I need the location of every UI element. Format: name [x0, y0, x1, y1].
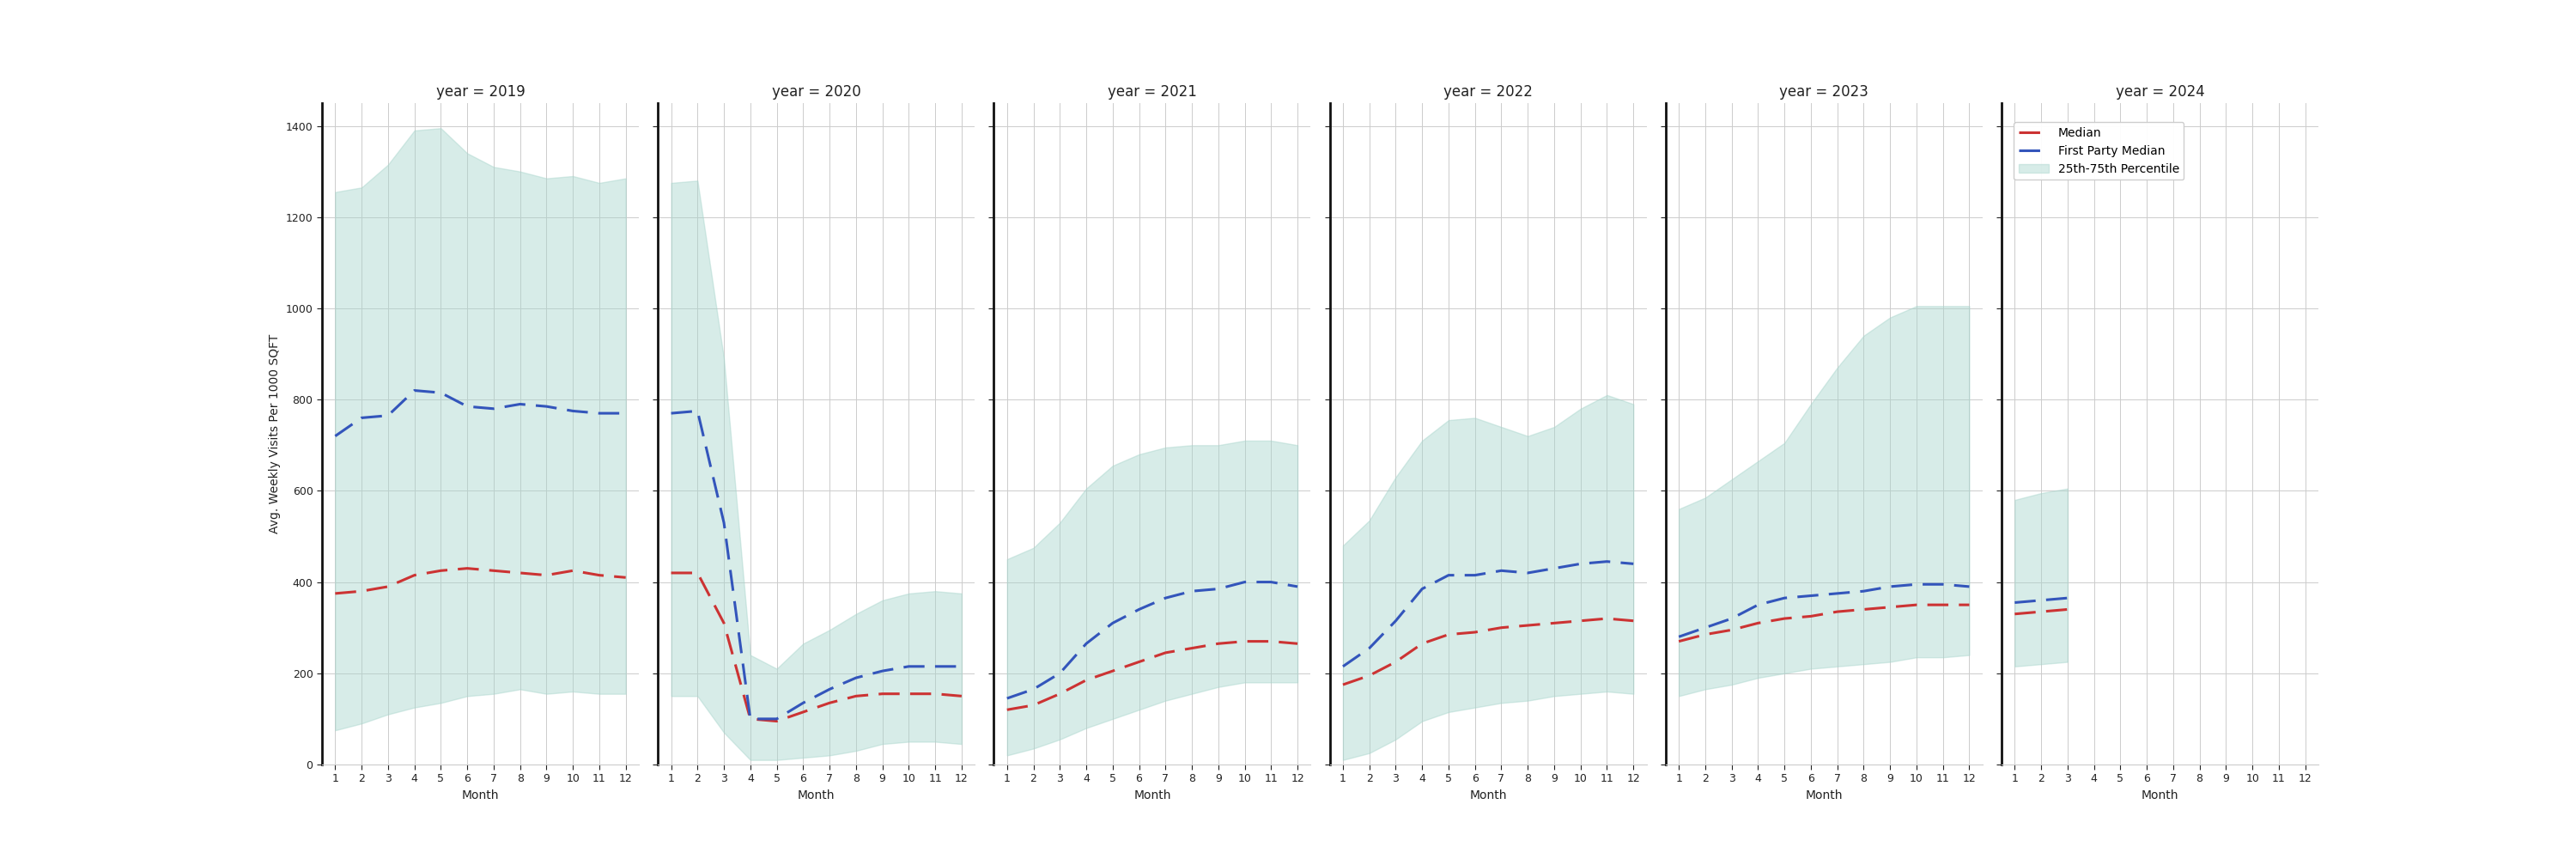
Title: year = 2019: year = 2019	[435, 84, 526, 100]
Title: year = 2021: year = 2021	[1108, 84, 1198, 100]
Title: year = 2022: year = 2022	[1443, 84, 1533, 100]
Title: year = 2020: year = 2020	[773, 84, 860, 100]
X-axis label: Month: Month	[461, 789, 500, 801]
X-axis label: Month: Month	[2141, 789, 2179, 801]
X-axis label: Month: Month	[1468, 789, 1507, 801]
X-axis label: Month: Month	[1806, 789, 1842, 801]
Y-axis label: Avg. Weekly Visits Per 1000 SQFT: Avg. Weekly Visits Per 1000 SQFT	[268, 334, 281, 533]
Title: year = 2024: year = 2024	[2115, 84, 2205, 100]
X-axis label: Month: Month	[1133, 789, 1172, 801]
Title: year = 2023: year = 2023	[1780, 84, 1868, 100]
Legend: Median, First Party Median, 25th-75th Percentile: Median, First Party Median, 25th-75th Pe…	[2014, 122, 2184, 180]
X-axis label: Month: Month	[799, 789, 835, 801]
